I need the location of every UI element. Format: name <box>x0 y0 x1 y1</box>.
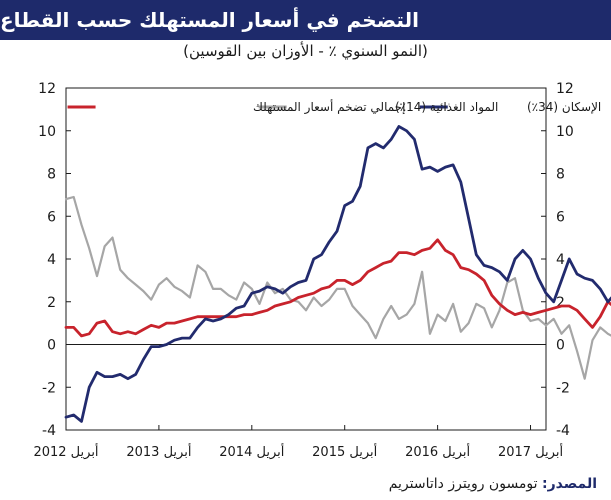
y-axis-left: 12 10 8 6 4 2 0 -2 -4 <box>38 81 71 439</box>
y-tick-label-right: -4 <box>556 423 570 439</box>
x-axis: أبريل 2012 أبريل 2013 أبريل 2014 أبريل 2015… <box>33 425 563 460</box>
x-tick-label: أبريل 2012 <box>33 443 98 460</box>
x-tick-label: أبريل 2014 <box>219 443 284 460</box>
y-tick-label-right: 6 <box>556 209 565 225</box>
y-tick-label-left: 12 <box>38 81 56 97</box>
y-tick-label-left: -4 <box>42 423 56 439</box>
legend-label-0: إجمالي تضخم أسعار المستهلك <box>253 99 405 115</box>
x-tick-label: أبريل 2013 <box>126 443 191 460</box>
y-tick-label-right: 4 <box>556 252 565 268</box>
plot-frame <box>65 87 547 431</box>
y-tick-label-left: -2 <box>42 380 56 396</box>
series-line-0 <box>64 238 611 338</box>
y-axis-right: 12 10 8 6 4 2 0 -2 -4 <box>541 81 574 439</box>
source-label: المصدر: <box>542 476 597 492</box>
y-tick-label-right: 0 <box>556 338 565 354</box>
source-text: تومسون رويترز داتاستريم <box>388 476 538 492</box>
series-line-1 <box>64 195 611 380</box>
y-tick-label-right: 10 <box>556 124 574 140</box>
x-tick-label: أبريل 2017 <box>498 443 563 460</box>
legend: الإسكان (34٪) المواد الغذائية (14٪)إجمالي… <box>67 99 601 115</box>
y-tick-label-left: 8 <box>47 167 56 183</box>
x-tick-label: أبريل 2015 <box>312 443 377 460</box>
chart-subtitle: (النمو السنوي ٪ - الأوزان بين القوسين) <box>183 42 428 60</box>
y-tick-label-left: 10 <box>38 124 56 140</box>
series-lines <box>64 125 611 423</box>
legend-label-1: المواد الغذائية (14٪) <box>395 100 498 115</box>
y-tick-label-left: 0 <box>47 338 56 354</box>
x-tick-label: أبريل 2016 <box>405 443 470 460</box>
y-tick-label-right: -2 <box>556 380 570 396</box>
y-tick-label-left: 6 <box>47 209 56 225</box>
plot-border <box>65 87 547 431</box>
chart-title: التضخم في أسعار المستهلك حسب القطاع <box>0 0 611 40</box>
series-line-2 <box>64 125 611 423</box>
y-tick-label-right: 2 <box>556 295 565 311</box>
source-note: المصدر: تومسون رويترز داتاستريم <box>389 476 597 492</box>
y-tick-label-right: 8 <box>556 167 565 183</box>
y-tick-label-right: 12 <box>556 81 574 97</box>
legend-label-2: الإسكان (34٪) <box>527 100 601 114</box>
y-tick-label-left: 4 <box>47 252 56 268</box>
y-tick-label-left: 2 <box>47 295 56 311</box>
